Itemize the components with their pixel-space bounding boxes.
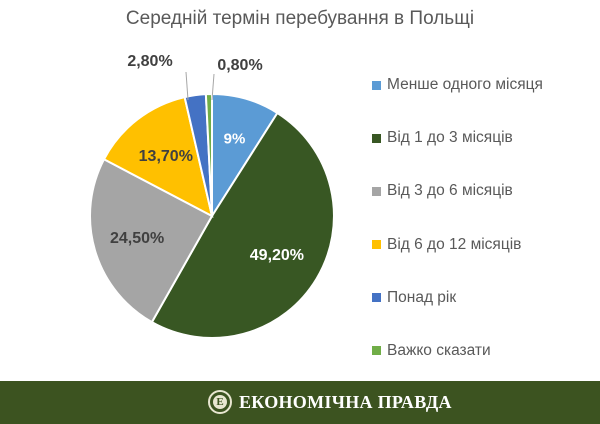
leader-line	[211, 73, 215, 101]
leader-line	[185, 71, 189, 101]
legend-label: Важко сказати	[387, 341, 491, 359]
chart-legend: Менше одного місяця Від 1 до 3 місяців В…	[372, 72, 597, 391]
legend-label: Від 1 до 3 місяців	[387, 129, 513, 147]
chart-title: Середній термін перебування в Польщі	[125, 8, 475, 29]
brand-logo-icon: Е	[208, 390, 232, 414]
brand[interactable]: Е ЕКОНОМІЧНА ПРАВДА	[208, 387, 452, 417]
legend-swatch	[372, 80, 381, 90]
legend-swatch	[372, 133, 381, 143]
brand-name: ЕКОНОМІЧНА ПРАВДА	[239, 391, 452, 412]
legend-label: Менше одного місяця	[387, 76, 543, 93]
pie-chart: 9% 49,20% 24,50% 13,70% 2,80% 0,80%	[89, 53, 335, 339]
legend-swatch	[372, 293, 381, 303]
brand-logo-letter: Е	[213, 395, 227, 409]
footer-banner: Е ЕКОНОМІЧНА ПРАВДА	[0, 381, 600, 424]
legend-swatch	[372, 186, 381, 196]
legend-label: Від 6 до 12 місяців	[387, 235, 522, 253]
data-label: 13,70%	[139, 148, 193, 165]
pie-slice	[150, 111, 335, 339]
data-label: 2,80%	[127, 53, 172, 70]
data-label: 9%	[224, 131, 246, 148]
legend-item: Від 3 до 6 місяців	[372, 178, 597, 204]
legend-item: Від 6 до 12 місяців	[372, 232, 597, 258]
legend-swatch	[372, 240, 381, 250]
data-label: 24,50%	[110, 230, 164, 247]
legend-item: Менше одного місяця	[372, 72, 597, 98]
legend-swatch	[372, 346, 381, 356]
pie-slice	[102, 95, 214, 218]
legend-item: Важко сказати	[372, 338, 597, 364]
pie-slice	[89, 157, 214, 324]
legend-item: Від 1 до 3 місяців	[372, 125, 597, 151]
data-label: 0,80%	[217, 57, 262, 74]
data-label: 49,20%	[250, 247, 304, 264]
legend-label: Від 3 до 6 місяців	[387, 182, 513, 200]
legend-item: Понад рік	[372, 285, 597, 311]
legend-label: Понад рік	[387, 288, 457, 306]
